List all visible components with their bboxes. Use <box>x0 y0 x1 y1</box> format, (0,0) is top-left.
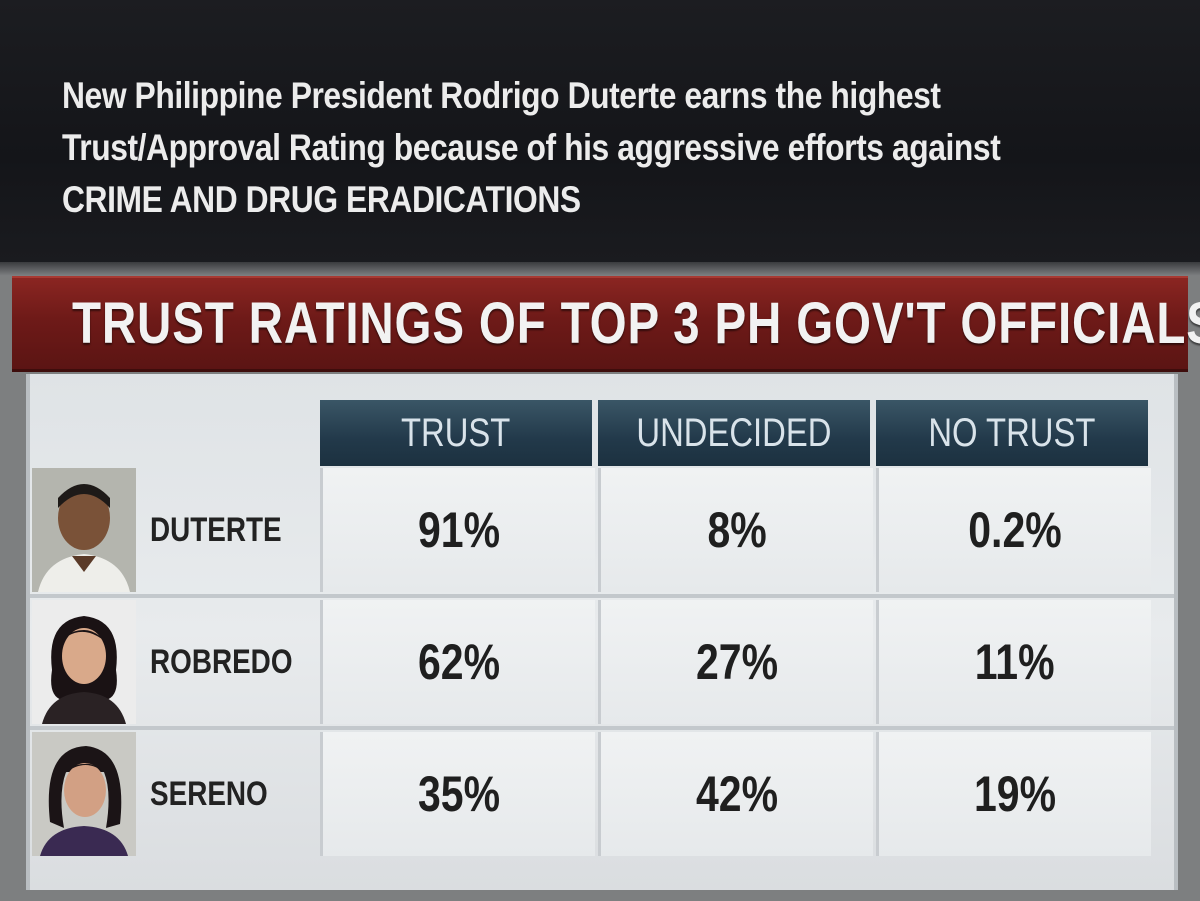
row-divider <box>30 594 1174 598</box>
trust-value-cell: 91% <box>320 468 595 592</box>
row-divider <box>30 726 1174 730</box>
caption-line-1: New Philippine President Rodrigo Duterte… <box>62 75 941 116</box>
title-banner: TRUST RATINGS OF TOP 3 PH GOV'T OFFICIAL… <box>12 276 1200 372</box>
table-header-row: TRUST UNDECIDED NO TRUST <box>320 400 1170 466</box>
caption-line-2: Trust/Approval Rating because of his agg… <box>62 127 1001 168</box>
trust-value-cell: 62% <box>320 600 595 724</box>
table-row: SERENO 35% 42% 19% <box>30 732 1174 856</box>
column-header-no-trust: NO TRUST <box>876 400 1148 466</box>
caption-band: New Philippine President Rodrigo Duterte… <box>0 0 1200 262</box>
table-row: ROBREDO 62% 27% 11% <box>30 600 1174 724</box>
portrait-photo <box>32 732 136 856</box>
portrait-photo <box>32 468 136 592</box>
undecided-value-cell: 27% <box>598 600 873 724</box>
undecided-value-cell: 42% <box>598 732 873 856</box>
undecided-value-cell: 8% <box>598 468 873 592</box>
official-name: SERENO <box>150 775 268 813</box>
portrait-photo <box>32 600 136 724</box>
column-header-trust: TRUST <box>320 400 592 466</box>
chart-title: TRUST RATINGS OF TOP 3 PH GOV'T OFFICIAL… <box>72 291 1200 356</box>
caption-text: New Philippine President Rodrigo Duterte… <box>62 70 1017 226</box>
official-name: ROBREDO <box>150 643 293 681</box>
table-row: DUTERTE 91% 8% 0.2% <box>30 468 1174 592</box>
column-header-undecided: UNDECIDED <box>598 400 870 466</box>
ratings-table: TRUST UNDECIDED NO TRUST DUTERTE 91% 8% … <box>26 374 1178 890</box>
no-trust-value-cell: 19% <box>876 732 1151 856</box>
trust-value-cell: 35% <box>320 732 595 856</box>
no-trust-value-cell: 0.2% <box>876 468 1151 592</box>
no-trust-value-cell: 11% <box>876 600 1151 724</box>
divider-strip <box>0 262 1200 276</box>
official-name: DUTERTE <box>150 511 282 549</box>
caption-line-3: CRIME AND DRUG ERADICATIONS <box>62 179 581 220</box>
